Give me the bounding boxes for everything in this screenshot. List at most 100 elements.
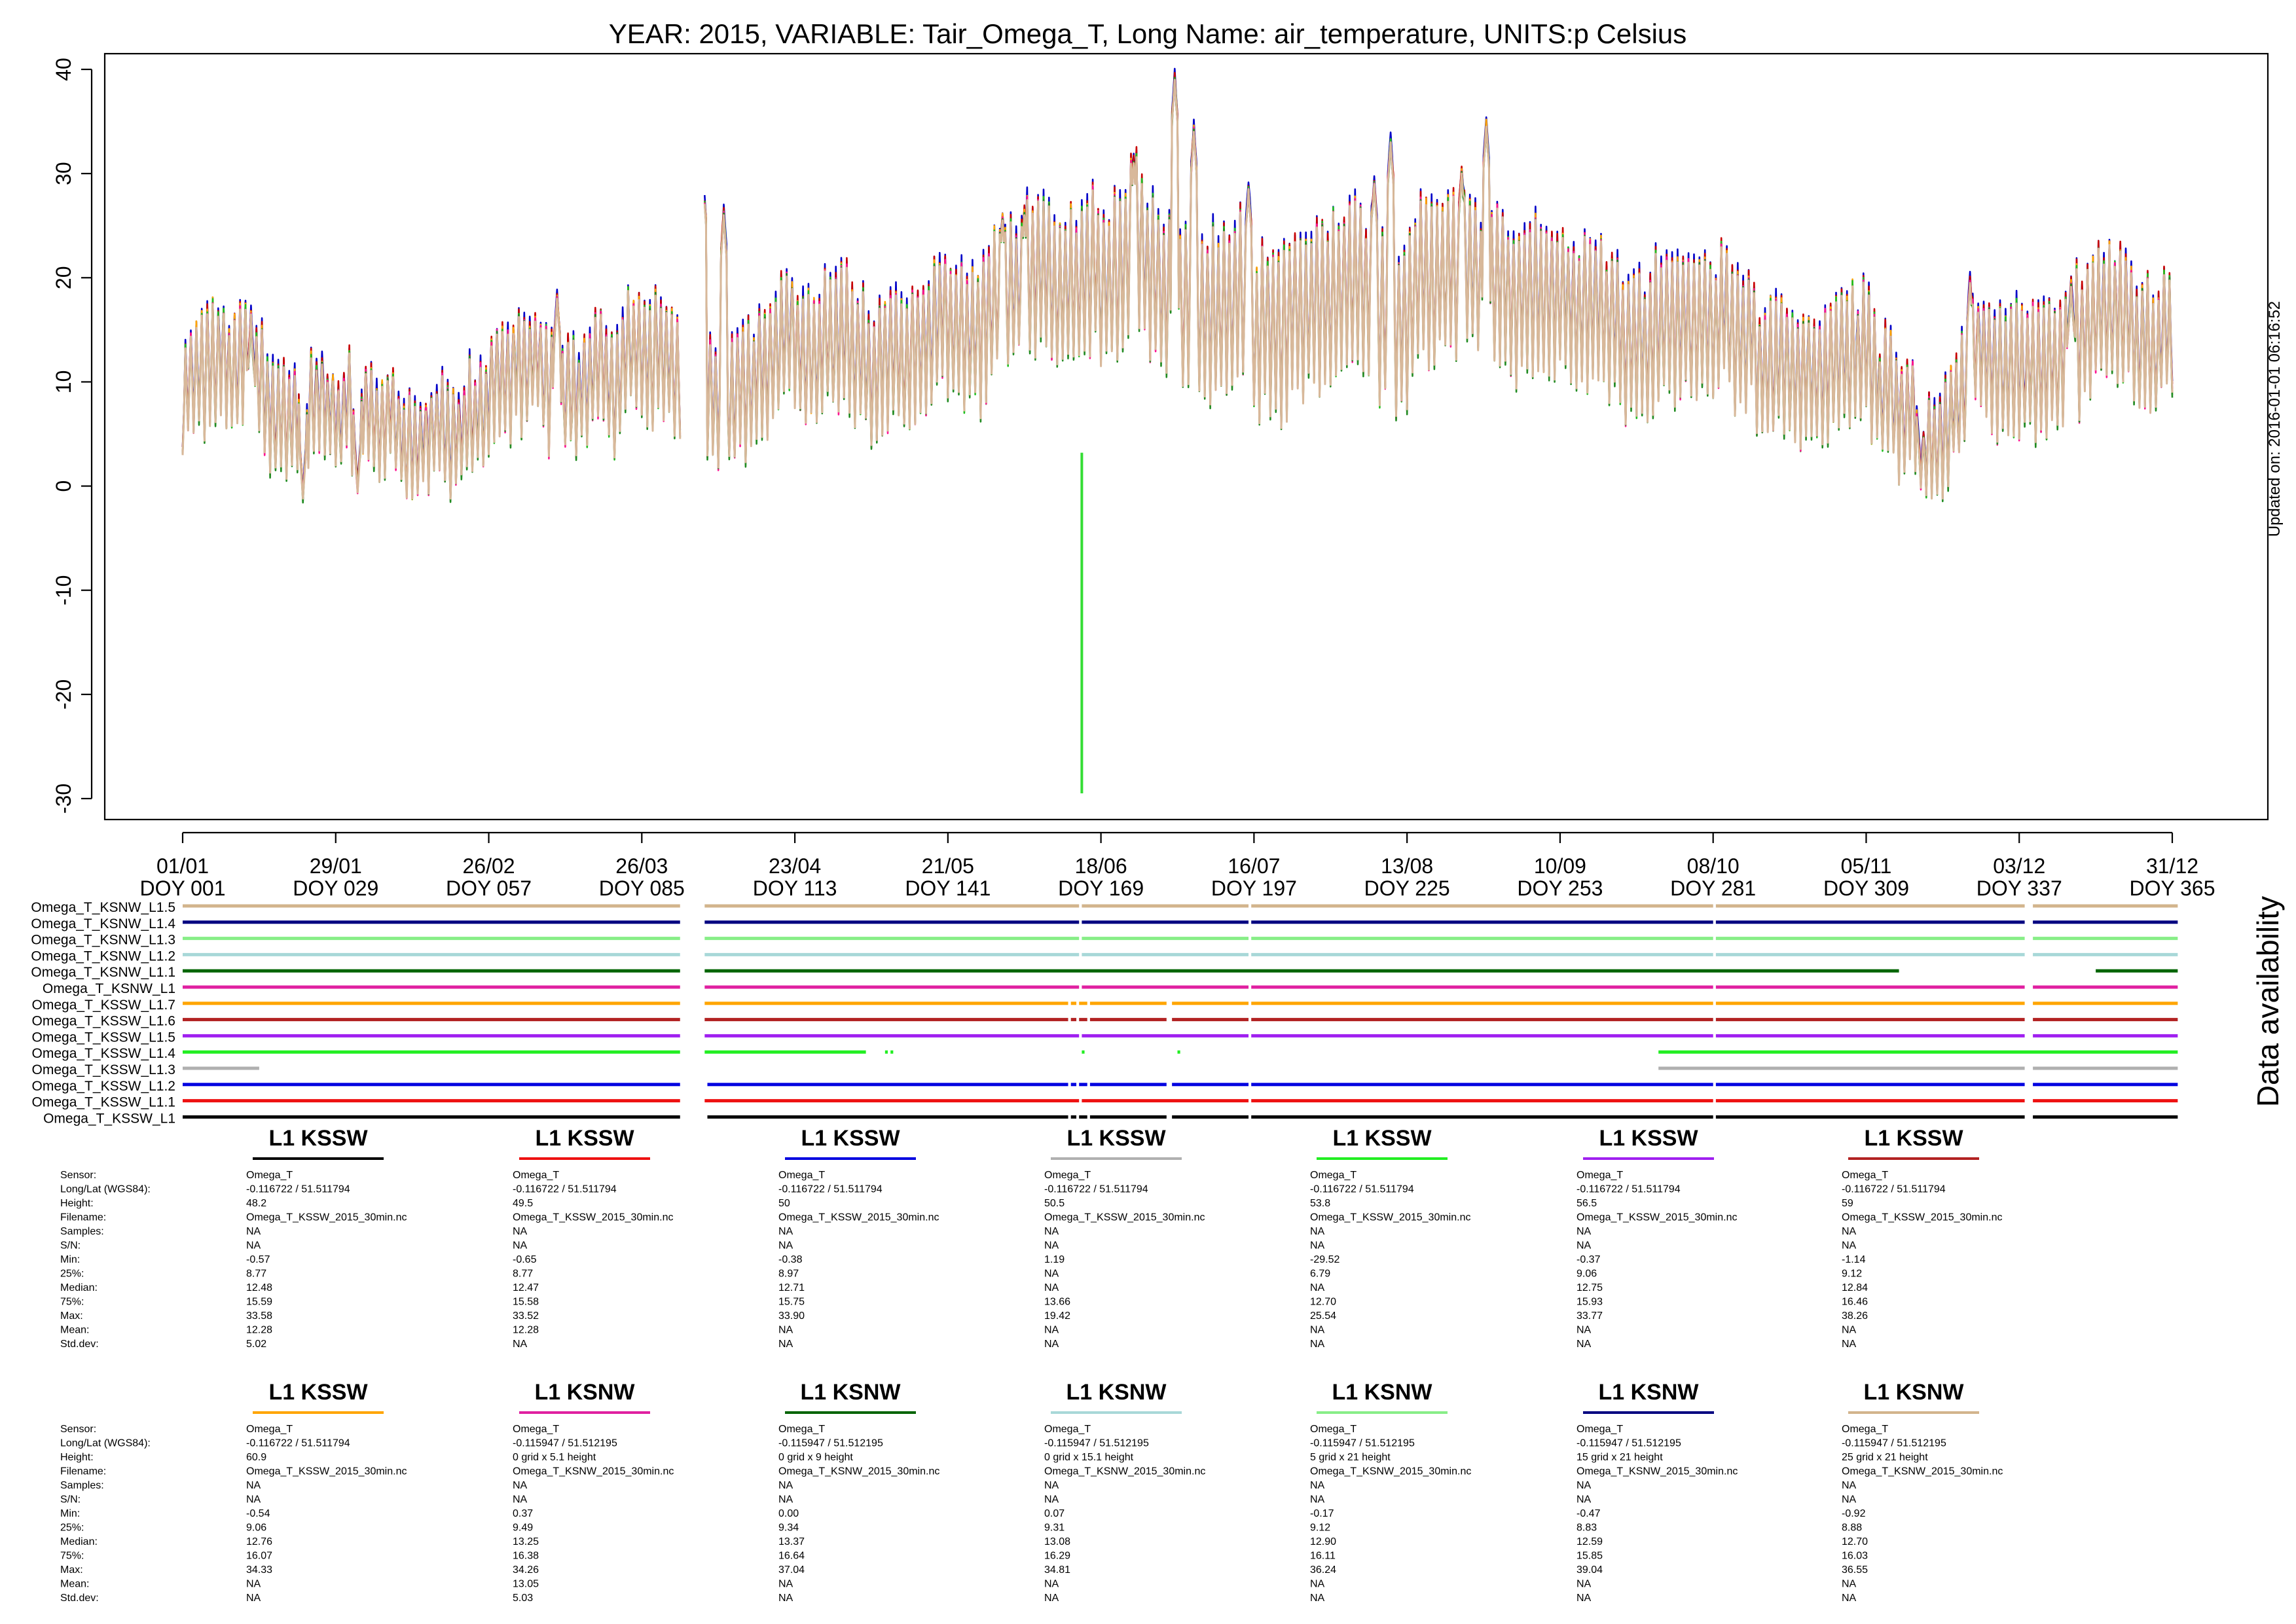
stats-value: 5 grid x 21 height [1310, 1452, 1391, 1463]
stats-value: 37.04 [778, 1564, 805, 1576]
stats-value: NA [778, 1480, 793, 1491]
stats-value: 25.54 [1310, 1310, 1336, 1322]
stats-value: 9.49 [513, 1523, 533, 1534]
stats-value: NA [1576, 1593, 1592, 1604]
stats-value: NA [1842, 1579, 1857, 1590]
y-tick-label: 10 [52, 370, 75, 394]
stats-panel-title: L1 KSNW [1332, 1380, 1433, 1405]
stats-value: 0.07 [1044, 1508, 1065, 1519]
stats-value: NA [778, 1240, 793, 1252]
stats-value: Omega_T [246, 1170, 293, 1181]
stats-value: -0.116722 / 51.511794 [246, 1184, 350, 1195]
stats-label: Samples: [60, 1480, 104, 1491]
availability-segment [707, 1115, 1068, 1119]
availability-segment [183, 1099, 680, 1103]
stats-value: Omega_T_KSSW_2015_30min.nc [1576, 1212, 1737, 1223]
stats-value: 16.38 [513, 1551, 539, 1562]
availability-row-label: Omega_T_KSSW_L1.6 [32, 1014, 175, 1029]
x-tick-date: 10/09 [1534, 854, 1586, 878]
stats-value: 9.31 [1044, 1523, 1065, 1534]
y-tick-label: 0 [52, 480, 75, 492]
availability-segment [183, 1083, 680, 1087]
stats-value: NA [1044, 1282, 1059, 1293]
stats-label: 75%: [60, 1297, 84, 1308]
availability-segment [1251, 920, 1713, 924]
y-tick-label: -10 [52, 575, 75, 605]
availability-segment [704, 920, 1080, 924]
stats-value: -0.115947 / 51.512195 [1842, 1438, 1946, 1449]
stats-value: NA [1044, 1325, 1059, 1336]
availability-segment [1715, 1099, 2025, 1103]
availability-segment [1251, 1083, 1713, 1087]
x-tick-date: 01/01 [156, 854, 209, 878]
availability-segment [2033, 1034, 2178, 1038]
x-tick-doy: DOY 197 [1211, 876, 1297, 900]
stats-value: NA [1044, 1226, 1059, 1237]
availability-segment [1251, 1115, 1713, 1119]
stats-value: -0.57 [246, 1254, 270, 1265]
stats-panel-title: L1 KSSW [535, 1126, 634, 1151]
stats-value: NA [778, 1325, 793, 1336]
availability-segment [2033, 1001, 2178, 1005]
availability-segment [1070, 1115, 1077, 1119]
availability-segment [183, 985, 680, 989]
availability-row-label: Omega_T_KSSW_L1.7 [32, 998, 175, 1013]
stats-value: Omega_T_KSSW_2015_30min.nc [1842, 1212, 2002, 1223]
stats-value: NA [1576, 1494, 1592, 1506]
x-tick-doy: DOY 281 [1670, 876, 1756, 900]
stats-value: Omega_T [1576, 1424, 1623, 1435]
stats-value: 25 grid x 21 height [1842, 1452, 1928, 1463]
availability-segment [1082, 1034, 1249, 1038]
availability-segment [1658, 1066, 2025, 1070]
y-tick-label: 20 [52, 266, 75, 289]
stats-value: 34.26 [513, 1564, 539, 1576]
stats-value: NA [1044, 1480, 1059, 1491]
stats-label: Long/Lat (WGS84): [60, 1184, 151, 1195]
x-tick-date: 29/01 [310, 854, 362, 878]
stats-value: 12.75 [1576, 1282, 1603, 1293]
stats-value: -0.116722 / 51.511794 [1842, 1184, 1946, 1195]
stats-value: NA [1310, 1579, 1325, 1590]
stats-value: 16.11 [1310, 1551, 1336, 1562]
stats-value: 38.26 [1842, 1310, 1868, 1322]
stats-panel-title: L1 KSSW [1599, 1126, 1698, 1151]
stats-value: Omega_T [778, 1170, 825, 1181]
availability-segment [2033, 1083, 2178, 1087]
stats-value: -0.116722 / 51.511794 [1576, 1184, 1681, 1195]
stats-value: 56.5 [1576, 1198, 1597, 1209]
stats-label: Min: [60, 1508, 80, 1519]
availability-row-label: Omega_T_KSNW_L1 [43, 981, 175, 996]
stats-label: S/N: [60, 1494, 81, 1506]
stats-value: NA [778, 1226, 793, 1237]
availability-segment [2033, 1018, 2178, 1022]
stats-value: 8.83 [1576, 1523, 1597, 1534]
x-tick-doy: DOY 085 [599, 876, 685, 900]
availability-segment [2033, 952, 2178, 956]
availability-segment [704, 1050, 866, 1054]
x-tick-doy: DOY 169 [1058, 876, 1144, 900]
x-tick-doy: DOY 141 [905, 876, 991, 900]
availability-segment [183, 1034, 680, 1038]
availability-segment [1251, 1034, 1713, 1038]
stats-value: 60.9 [246, 1452, 266, 1463]
stats-value: Omega_T_KSSW_2015_30min.nc [513, 1212, 673, 1223]
stats-value: 36.24 [1310, 1564, 1336, 1576]
stats-value: Omega_T [1842, 1170, 1888, 1181]
availability-segment [183, 1115, 680, 1119]
stats-value: NA [1842, 1240, 1857, 1252]
stats-value: NA [246, 1240, 261, 1252]
stats-label: Std.dev: [60, 1593, 99, 1604]
availability-segment [183, 1066, 259, 1070]
availability-segment [704, 985, 1080, 989]
stats-value: 15 grid x 21 height [1576, 1452, 1663, 1463]
availability-row-label: Omega_T_KSNW_L1.5 [31, 900, 175, 915]
stats-value: 12.84 [1842, 1282, 1868, 1293]
stats-value: NA [1044, 1579, 1059, 1590]
availability-segment [704, 1034, 1080, 1038]
stats-value: NA [1842, 1325, 1857, 1336]
stats-panel: Sensor: Long/Lat (WGS84): Height: Filename:… [60, 1126, 2003, 1604]
stats-value: -0.116722 / 51.511794 [1044, 1184, 1148, 1195]
stats-value: 0.37 [513, 1508, 533, 1519]
stats-value: 33.58 [246, 1310, 272, 1322]
stats-value: 36.55 [1842, 1564, 1868, 1576]
